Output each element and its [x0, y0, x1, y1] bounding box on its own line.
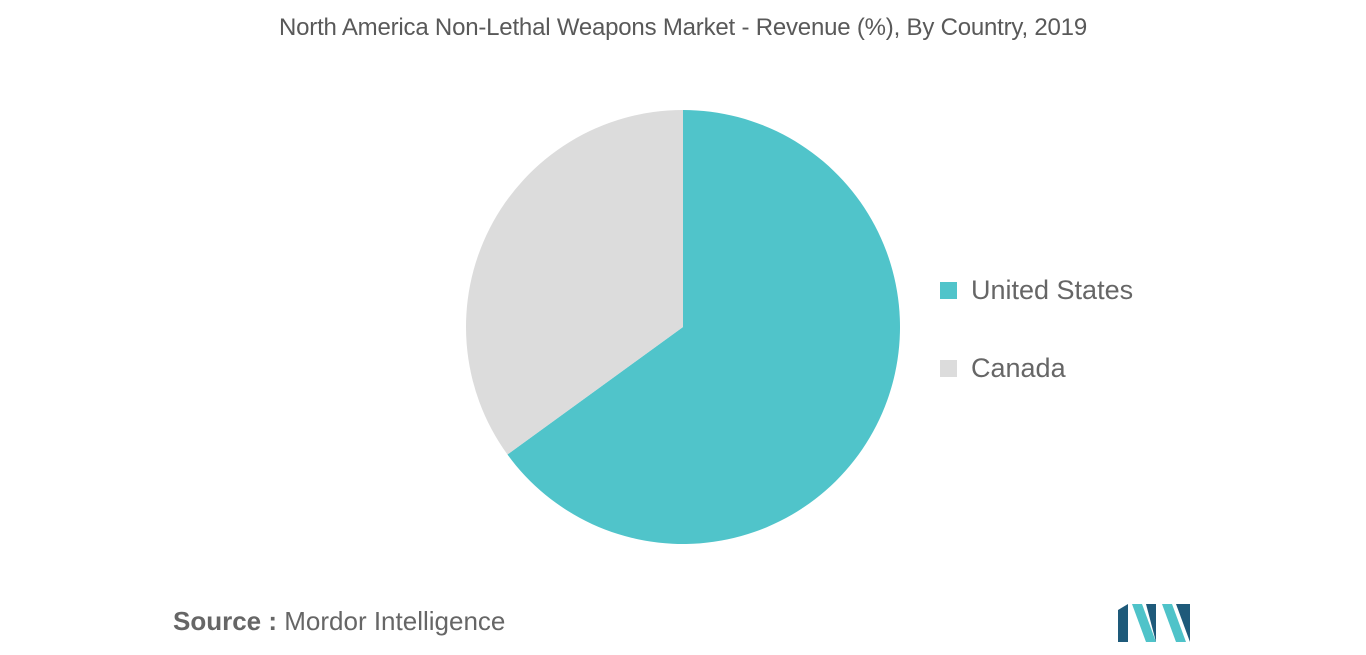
- chart-title: North America Non-Lethal Weapons Market …: [279, 14, 1087, 41]
- legend-item-canada: Canada: [940, 350, 1133, 386]
- legend-swatch-united-states: [940, 281, 957, 299]
- legend-swatch-canada: [940, 359, 957, 377]
- source-key: Source :: [173, 606, 278, 636]
- source-value: Mordor Intelligence: [277, 606, 506, 636]
- pie-slice-united-states: [507, 110, 901, 544]
- legend-item-united-states: United States: [940, 272, 1133, 308]
- legend-label-canada: Canada: [971, 352, 1066, 383]
- pie-slice-canada: [465, 110, 683, 455]
- source-note: Source : Mordor Intelligence: [173, 606, 505, 637]
- legend: United States Canada: [940, 272, 1133, 428]
- legend-label-united-states: United States: [971, 274, 1134, 305]
- mordor-intelligence-logo: [1118, 604, 1190, 642]
